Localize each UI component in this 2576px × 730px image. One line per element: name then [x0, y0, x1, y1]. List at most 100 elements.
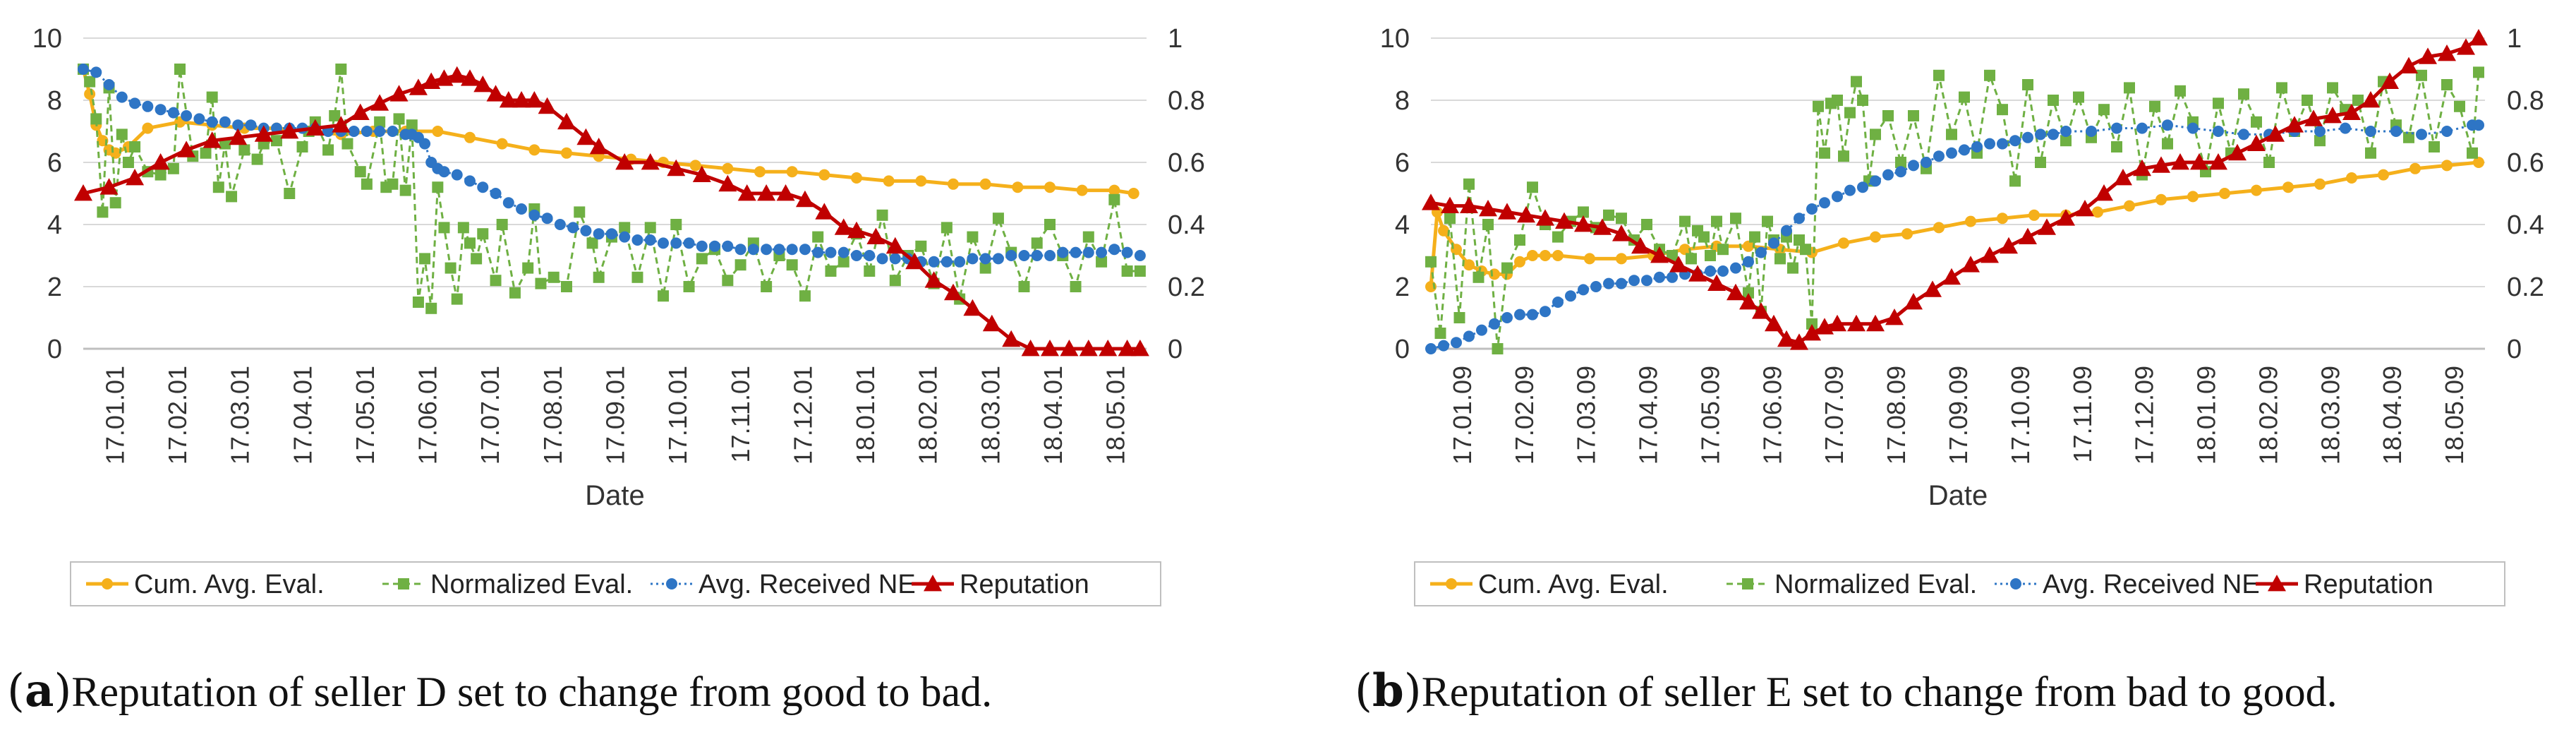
- data-point: [499, 91, 518, 108]
- data-point: [1076, 184, 1088, 196]
- data-point: [561, 281, 572, 292]
- x-tick-label: 17.06.01: [413, 366, 442, 465]
- data-point: [928, 256, 940, 268]
- data-point: [245, 119, 257, 131]
- data-point: [1451, 337, 1462, 349]
- data-point: [490, 275, 502, 287]
- data-point: [280, 122, 299, 139]
- data-point: [477, 181, 489, 193]
- data-point: [1616, 277, 1627, 289]
- data-point: [1527, 250, 1538, 261]
- data-point: [670, 237, 682, 249]
- data-point: [1070, 246, 1082, 258]
- y-left-tick-label: 10: [32, 24, 62, 54]
- legend-label: Reputation: [2304, 570, 2433, 599]
- plot-area: [1422, 29, 2488, 354]
- data-point: [1813, 100, 1824, 112]
- data-point: [1774, 253, 1786, 265]
- data-point: [535, 277, 547, 289]
- data-point: [2365, 147, 2376, 159]
- data-point: [866, 227, 885, 244]
- x-tick-label: 18.04.09: [2378, 366, 2407, 465]
- data-point: [1730, 262, 1741, 274]
- data-point: [1959, 144, 1970, 156]
- data-point: [915, 175, 927, 187]
- data-point: [1425, 256, 1437, 268]
- data-point: [1650, 246, 1669, 263]
- gridlines: [83, 37, 1147, 350]
- legend-label: Normalized Eval.: [430, 570, 633, 599]
- data-point: [1870, 231, 1881, 243]
- data-point: [1498, 203, 1516, 220]
- data-point: [2022, 79, 2033, 90]
- data-point: [1946, 128, 1957, 140]
- data-point: [2314, 178, 2326, 190]
- data-point: [1866, 314, 1885, 332]
- data-point: [528, 209, 540, 221]
- data-point: [2162, 138, 2173, 150]
- data-point: [1641, 219, 1652, 230]
- data-point: [631, 234, 643, 246]
- legend-item-avg-received-ne: Avg. Received NE: [1995, 570, 2260, 599]
- data-point: [2136, 122, 2148, 134]
- data-point: [1540, 306, 1551, 318]
- data-point: [2352, 95, 2364, 106]
- y-left-tick-label: 6: [1395, 148, 1410, 178]
- data-point: [1765, 314, 1783, 332]
- data-point: [605, 228, 617, 240]
- data-point: [683, 281, 695, 292]
- data-point: [254, 125, 273, 142]
- data-point: [541, 213, 553, 225]
- data-point: [576, 128, 595, 145]
- data-point: [589, 138, 608, 155]
- series-avg-received-ne: [1425, 119, 2484, 354]
- data-point: [1717, 244, 1729, 256]
- data-point: [1578, 284, 1589, 296]
- data-point: [1031, 250, 1043, 261]
- data-point: [1857, 181, 1868, 193]
- data-point: [1885, 309, 1904, 325]
- data-point: [1463, 259, 1475, 271]
- data-point: [387, 126, 399, 137]
- data-point: [2219, 188, 2230, 199]
- data-point: [2000, 237, 2018, 254]
- data-point: [1603, 209, 1614, 221]
- y-right-tick-label: 0.2: [1168, 273, 1205, 302]
- data-point: [1997, 213, 2008, 225]
- x-tick-label: 17.06.09: [1758, 366, 1786, 465]
- y-right-tick-label: 1: [1168, 24, 1183, 54]
- legend-item-reputation: Reputation: [2256, 570, 2433, 599]
- data-point: [1803, 324, 1821, 341]
- data-point: [1018, 281, 1030, 292]
- data-point: [644, 222, 656, 234]
- caption-label: (: [7, 665, 25, 717]
- data-point: [2111, 122, 2122, 134]
- x-tick-label: 17.05.09: [1695, 366, 1724, 465]
- data-point: [1514, 309, 1525, 321]
- legend-marker: [1742, 578, 1753, 590]
- data-point: [574, 206, 586, 218]
- data-point: [232, 119, 244, 131]
- data-point: [1933, 69, 1945, 81]
- data-point: [1743, 240, 1754, 252]
- data-point: [825, 265, 837, 277]
- series-reputation: [74, 66, 1149, 357]
- data-point: [341, 138, 353, 150]
- data-point: [1070, 281, 1082, 292]
- data-point: [109, 197, 121, 209]
- data-point: [924, 271, 943, 288]
- data-point: [84, 88, 96, 100]
- data-point: [683, 237, 695, 249]
- data-point: [2266, 125, 2285, 142]
- x-tick-label: 18.05.01: [1101, 366, 1130, 465]
- data-point: [2028, 209, 2040, 221]
- data-point: [2346, 172, 2357, 184]
- data-point: [1628, 275, 1640, 287]
- y-left-tick-label: 8: [47, 86, 62, 116]
- data-point: [464, 175, 476, 187]
- data-point: [2467, 147, 2478, 159]
- data-point: [348, 126, 360, 137]
- data-point: [206, 91, 218, 103]
- data-point: [502, 197, 514, 209]
- data-point: [1981, 246, 1999, 263]
